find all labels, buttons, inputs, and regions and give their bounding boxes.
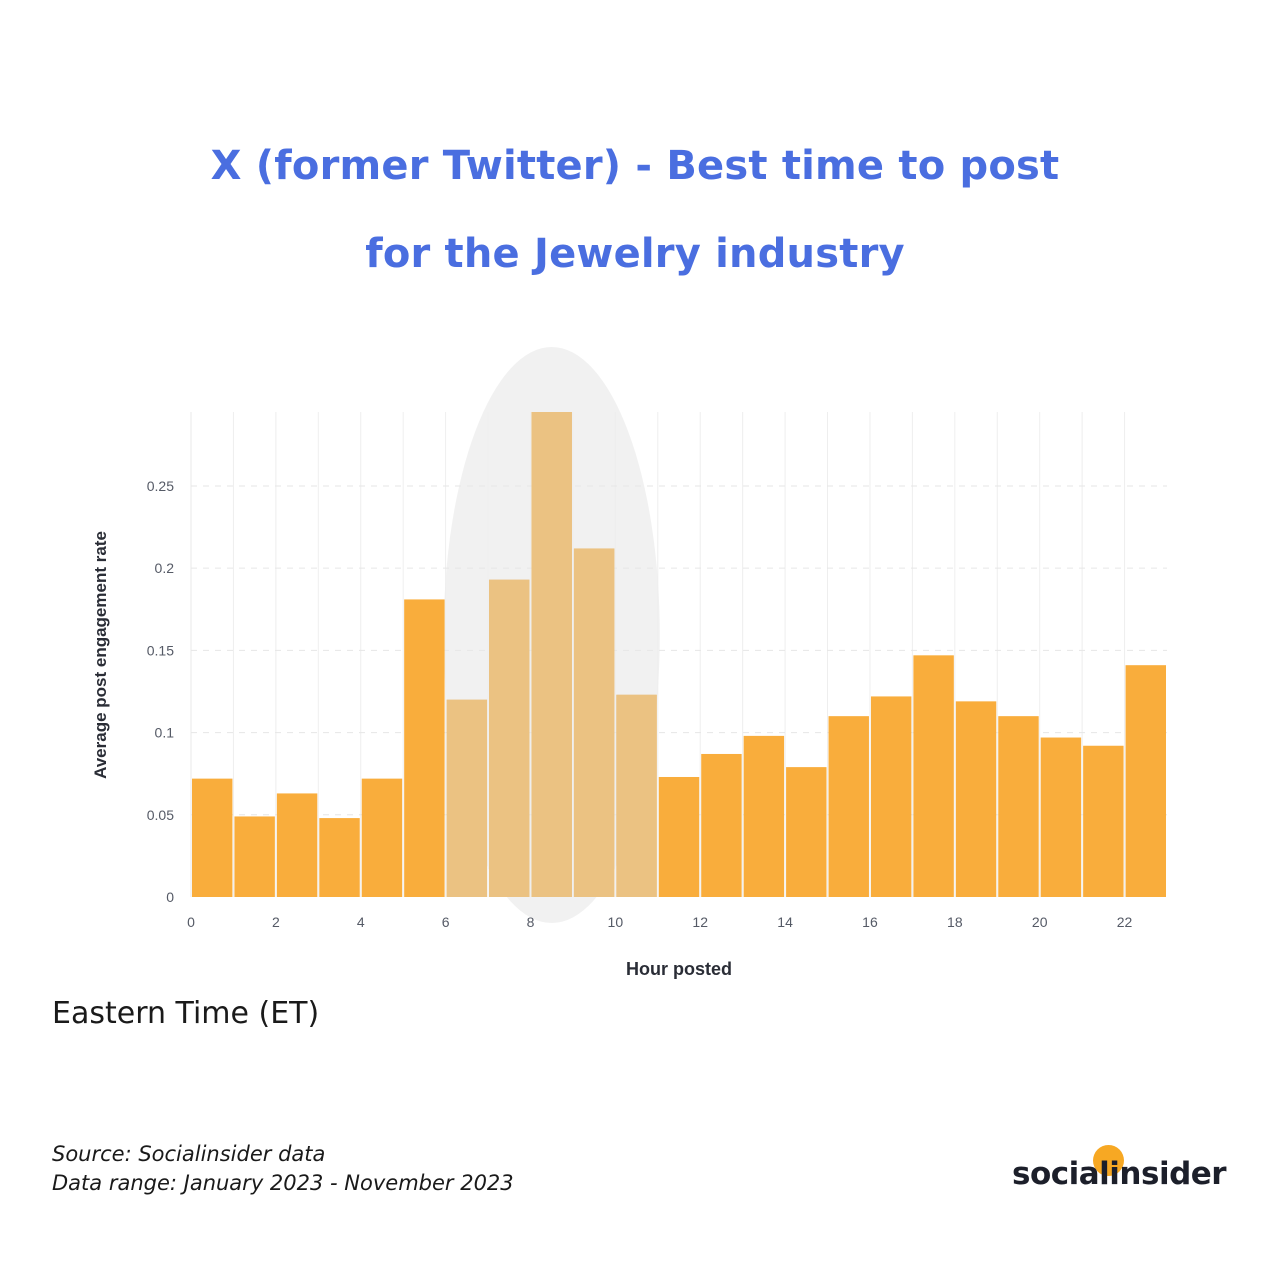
bar-hour-22 — [1125, 665, 1166, 897]
bar-hour-15 — [828, 716, 869, 897]
x-tick-label: 10 — [608, 914, 624, 930]
source-block: Source: Socialinsider data Data range: J… — [52, 1140, 514, 1198]
bar-highlighted-hour-7 — [489, 579, 530, 897]
title-line-1: X (former Twitter) - Best time to post — [210, 143, 1060, 189]
bar-highlighted-hour-6 — [446, 699, 488, 897]
x-tick-label: 2 — [272, 914, 280, 930]
bar-highlighted-hour-9 — [573, 548, 615, 897]
bar-chart: 0 0.05 0.1 0.15 0.2 0.25 0 2 4 6 8 10 12 14 16 18 20 22 Ho… — [91, 347, 1167, 979]
bar-hour-5 — [404, 599, 445, 897]
bar-hour-3 — [319, 818, 360, 897]
y-tick-label: 0.1 — [155, 725, 175, 741]
title-line-2: for the Jewelry industry — [365, 231, 905, 277]
bar-hour-1 — [234, 816, 275, 897]
x-tick-label: 20 — [1032, 914, 1048, 930]
x-tick-label: 22 — [1117, 914, 1133, 930]
bar-hour-0 — [192, 778, 233, 897]
x-tick-label: 16 — [862, 914, 878, 930]
x-axis-title: Hour posted — [626, 959, 732, 979]
socialinsider-logo: socialinsider — [1012, 1156, 1227, 1192]
bar-hour-14 — [786, 767, 827, 897]
x-tick-label: 18 — [947, 914, 963, 930]
bar-hour-13 — [743, 735, 785, 897]
x-tick-label: 8 — [527, 914, 535, 930]
bar-hour-12 — [701, 753, 742, 897]
bar-hour-21 — [1083, 745, 1124, 897]
bar-hour-11 — [658, 776, 700, 897]
bar-hour-2 — [276, 793, 318, 897]
x-tick-label: 6 — [442, 914, 450, 930]
y-tick-label: 0 — [166, 889, 174, 905]
bar-hour-20 — [1040, 737, 1082, 897]
bar-highlighted-hour-10 — [616, 694, 657, 897]
y-tick-label: 0.2 — [155, 560, 175, 576]
x-tick-label: 14 — [777, 914, 793, 930]
data-range-line: Data range: January 2023 - November 2023 — [52, 1171, 514, 1195]
x-tick-label: 4 — [357, 914, 365, 930]
bar-hour-17 — [913, 655, 954, 897]
bar-hour-16 — [870, 696, 912, 897]
y-tick-label: 0.05 — [147, 807, 174, 823]
bar-hour-18 — [955, 701, 997, 897]
source-line: Source: Socialinsider data — [52, 1142, 326, 1166]
bar-hour-4 — [361, 778, 403, 897]
chart-title: X (former Twitter) - Best time to post f… — [0, 122, 1270, 298]
x-tick-label: 0 — [187, 914, 195, 930]
y-axis-title: Average post engagement rate — [91, 531, 110, 779]
bar-highlighted-hour-8 — [531, 412, 572, 897]
x-tick-label: 12 — [692, 914, 708, 930]
y-tick-label: 0.15 — [147, 642, 174, 658]
timezone-note: Eastern Time (ET) — [52, 996, 320, 1031]
bar-hour-19 — [998, 716, 1039, 897]
logo-dot-icon — [1093, 1145, 1124, 1176]
y-tick-label: 0.25 — [147, 478, 174, 494]
